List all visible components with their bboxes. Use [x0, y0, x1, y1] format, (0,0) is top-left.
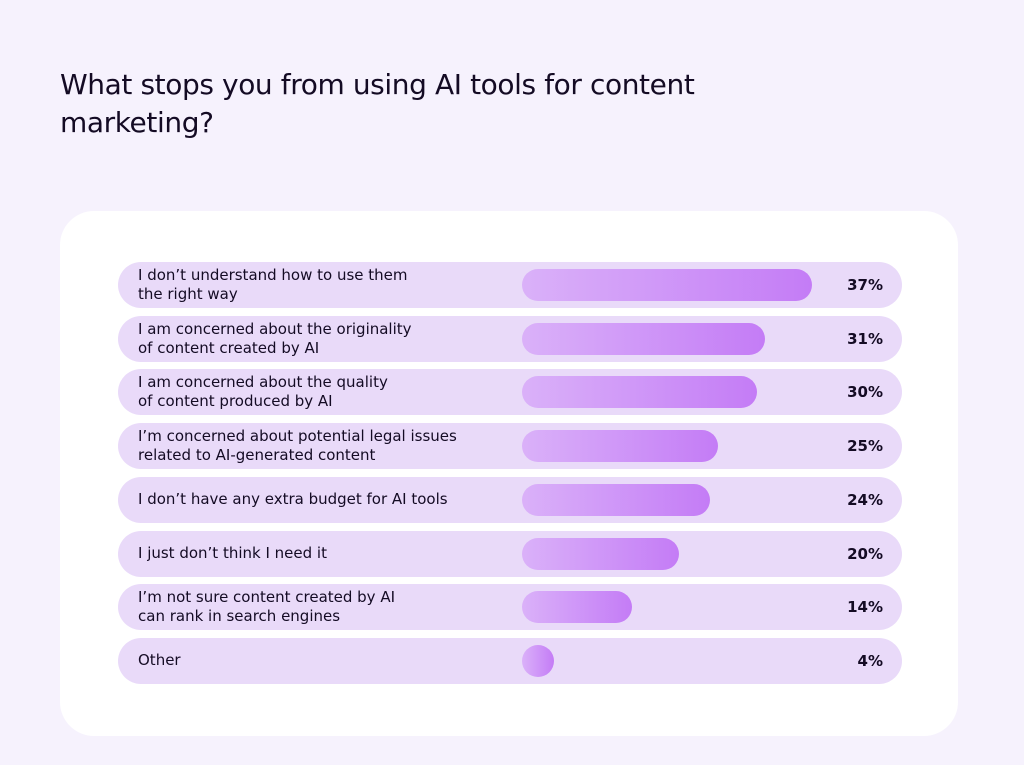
bar: [522, 322, 765, 355]
bar-track: [522, 269, 852, 301]
value-label: 31%: [847, 329, 883, 348]
bar: [522, 430, 718, 463]
bar-track: [522, 483, 852, 516]
value-label: 24%: [847, 490, 883, 509]
chart-row: I don’t understand how to use them the r…: [118, 262, 902, 308]
value-label: 30%: [847, 383, 883, 402]
chart-row: I’m concerned about potential legal issu…: [118, 423, 902, 470]
bar-track: [522, 644, 852, 677]
value-label: 4%: [857, 651, 883, 670]
page-title: What stops you from using AI tools for c…: [60, 68, 695, 139]
chart-row: I’m not sure content created by AI can r…: [118, 584, 902, 631]
value-label: 20%: [847, 544, 883, 563]
value-label: 25%: [847, 437, 883, 456]
category-label: Other: [138, 651, 181, 670]
category-label: I am concerned about the originality of …: [138, 319, 412, 357]
value-label: 37%: [847, 276, 883, 294]
chart-row: Other 4%: [118, 637, 902, 684]
category-label: I am concerned about the quality of cont…: [138, 373, 388, 411]
category-label: I’m concerned about potential legal issu…: [138, 427, 457, 465]
category-label: I don’t understand how to use them the r…: [138, 266, 408, 303]
bar: [522, 644, 554, 677]
chart-row: I am concerned about the originality of …: [118, 315, 902, 362]
bar-track: [522, 322, 852, 355]
bar: [522, 483, 711, 516]
bar-track: [522, 376, 852, 409]
chart-row: I just don’t think I need it 20%: [118, 530, 902, 577]
bar-track: [522, 591, 852, 624]
category-label: I just don’t think I need it: [138, 544, 327, 562]
chart-row: I am concerned about the quality of cont…: [118, 369, 902, 416]
category-label: I don’t have any extra budget for AI too…: [138, 490, 448, 509]
chart-row: I don’t have any extra budget for AI too…: [118, 476, 902, 523]
bar: [522, 537, 679, 570]
bar: [522, 591, 632, 624]
bar: [522, 269, 812, 301]
value-label: 14%: [847, 598, 883, 617]
bar-track: [522, 537, 852, 570]
bar-track: [522, 430, 852, 463]
category-label: I’m not sure content created by AI can r…: [138, 588, 396, 626]
bar: [522, 376, 758, 409]
